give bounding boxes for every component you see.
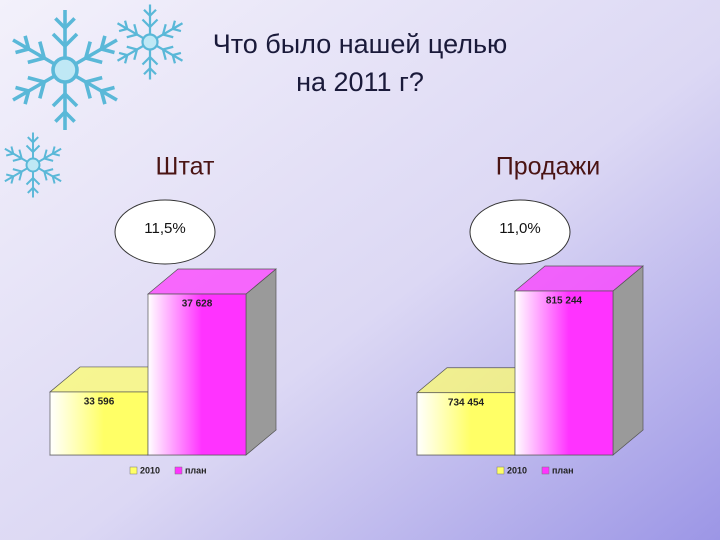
callout	[469, 199, 571, 265]
legend-label: 2010	[140, 465, 160, 475]
bar	[147, 293, 247, 456]
title-box: Что было нашей целью на 2011 г?	[212, 29, 508, 97]
slide-title: Что было нашей целью на 2011 г?	[212, 29, 508, 97]
callout	[114, 199, 216, 265]
bar-side	[245, 268, 277, 456]
annotation: 11,5%	[144, 220, 185, 237]
annotation: 11,0%	[499, 220, 540, 237]
chart-title: Продажи	[496, 153, 600, 181]
legend-swatch	[541, 466, 550, 475]
value-label: 734 454	[448, 397, 485, 408]
bar-side	[612, 265, 644, 456]
bar	[416, 392, 516, 456]
bar	[514, 290, 614, 456]
value-label: 33 596	[84, 397, 115, 408]
legend-label: план	[185, 465, 207, 475]
value-label: 815 244	[546, 296, 583, 307]
chart-title: Штат	[156, 153, 215, 181]
legend-swatch	[174, 466, 183, 475]
legend-swatch	[129, 466, 138, 475]
legend-swatch	[496, 466, 505, 475]
legend-label: 2010	[507, 465, 527, 475]
legend-label: план	[552, 465, 574, 475]
value-label: 37 628	[182, 299, 213, 310]
